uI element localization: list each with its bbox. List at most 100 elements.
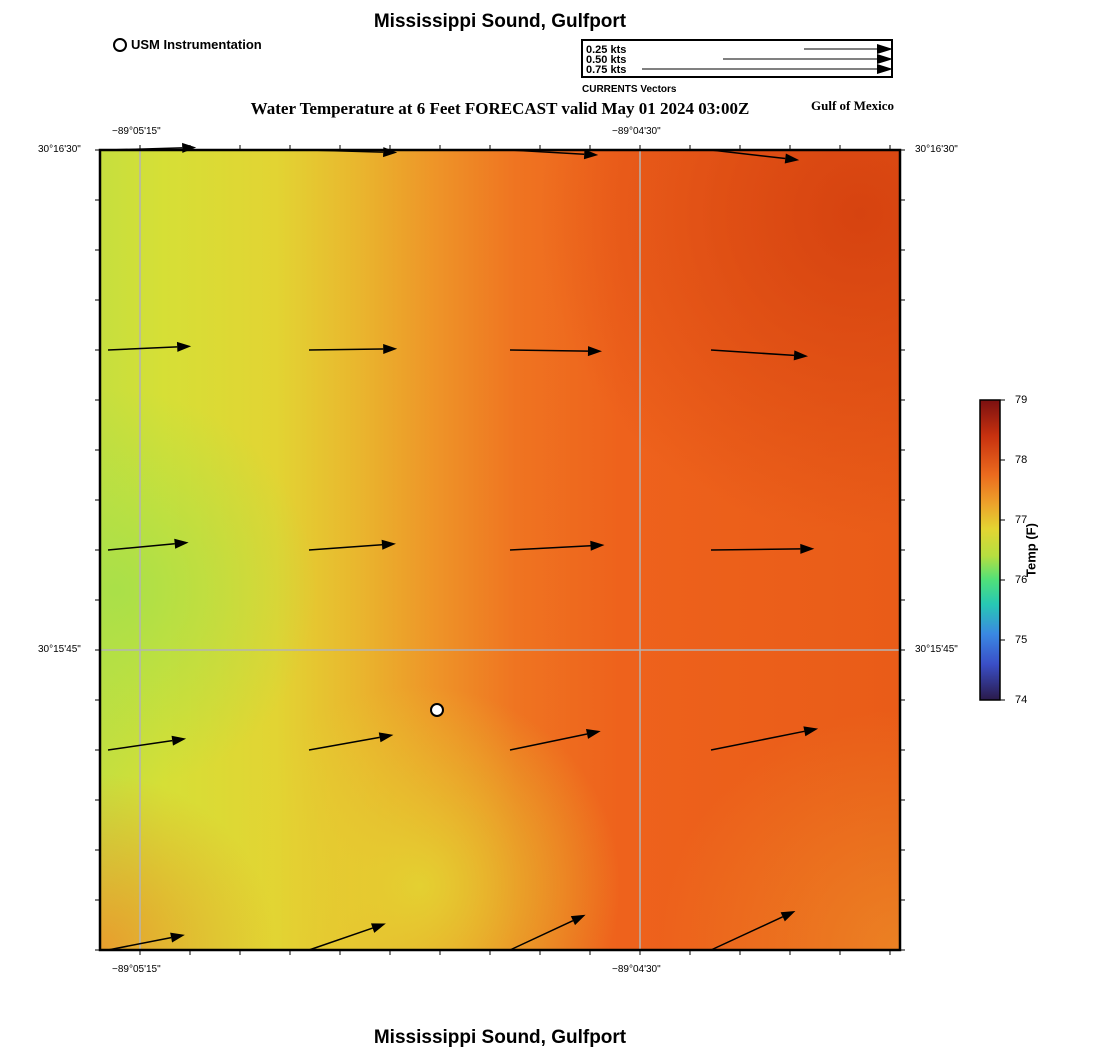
current-vector-head: [381, 539, 396, 550]
current-vector-head: [383, 343, 398, 354]
vector-scale-label-075: 0.75 kts: [586, 64, 627, 76]
current-vector-head: [784, 153, 800, 164]
current-vector-arrow: [509, 346, 602, 357]
colorbar-tick-75: 75: [1015, 634, 1028, 646]
current-vector-arrow: [710, 149, 800, 164]
current-vector-head: [570, 914, 586, 926]
colorbar-ramp: [979, 399, 1001, 701]
current-vector-shaft: [509, 349, 588, 352]
map-subtitle: Water Temperature at 6 Feet FORECAST val…: [250, 99, 750, 118]
current-vector-head: [370, 923, 386, 933]
current-vector-shaft: [710, 916, 784, 951]
vector-scale-label-050: 0.50 kts: [586, 54, 627, 66]
frame-ticks: [95, 145, 905, 955]
map-title: Mississippi Sound, Gulfport: [373, 11, 627, 32]
map-gridlines: [100, 150, 900, 950]
vector-scale-arrow-075: [642, 64, 893, 74]
current-vector-arrow: [710, 910, 796, 951]
current-vector-arrow: [509, 914, 586, 951]
footer-title: Mississippi Sound, Gulfport: [373, 1027, 627, 1048]
current-vector-shaft: [710, 730, 805, 751]
current-vector-arrow: [710, 726, 819, 751]
colorbar-tick-79: 79: [1015, 394, 1028, 406]
vector-scale-label-025: 0.25 kts: [586, 44, 627, 56]
current-vector-arrow: [710, 543, 815, 554]
current-vector-head: [803, 726, 819, 737]
current-vector-shaft: [308, 149, 384, 153]
current-vector-shaft: [308, 543, 383, 551]
current-vector-shaft: [308, 348, 384, 351]
region-label: Gulf of Mexico: [811, 98, 895, 113]
current-vector-shaft: [107, 739, 173, 751]
current-vector-shaft: [710, 349, 795, 357]
colorbar-tick-77: 77: [1015, 514, 1028, 526]
current-vector-arrow: [710, 349, 809, 361]
current-vector-head: [176, 341, 192, 352]
station-legend: USM Instrumentation: [113, 37, 262, 52]
current-vector-head: [170, 932, 185, 943]
lon-label-bottom-2: −89°04'30": [612, 964, 661, 975]
lat-label-left-1: 30°16'30": [38, 144, 81, 155]
current-vector-arrow: [308, 732, 394, 751]
current-vector-shaft: [107, 543, 175, 551]
current-vector-head: [587, 346, 602, 357]
colorbar: [979, 399, 1005, 701]
current-vector-shaft: [308, 927, 373, 951]
current-vector-shaft: [509, 919, 574, 951]
map-frame: [98, 148, 902, 952]
current-vector-arrow: [308, 343, 398, 354]
lon-label-top-2: −89°04'30": [612, 126, 661, 137]
vector-scale-arrow-050: [723, 54, 893, 64]
colorbar-ticks: [1000, 399, 1005, 701]
current-vector-head: [800, 543, 815, 554]
current-vector-head: [585, 729, 601, 739]
lat-label-right-2: 30°15'45": [915, 644, 958, 655]
colorbar-tick-76: 76: [1015, 574, 1028, 586]
temperature-field: [100, 150, 900, 950]
current-vector-arrow: [308, 147, 398, 158]
current-vector-shaft: [308, 736, 380, 751]
vector-scale-arrow-025: [804, 44, 893, 54]
current-vectors: [107, 142, 819, 951]
current-vector-arrow: [308, 923, 386, 951]
current-vector-shaft: [107, 936, 172, 951]
vector-scale-legend: 0.25 kts 0.50 kts 0.75 kts: [581, 39, 893, 78]
station-marker-icon: [113, 37, 127, 52]
current-vector-head: [378, 732, 394, 743]
colorbar-title: Temp (F): [1023, 523, 1039, 577]
lat-label-left-2: 30°15'45": [38, 644, 81, 655]
current-vector-shaft: [509, 733, 588, 751]
lon-label-top-1: −89°05'15": [112, 126, 161, 137]
vector-scale-arrows: [642, 44, 893, 74]
current-vector-head: [583, 149, 599, 160]
current-vector-head: [590, 540, 605, 551]
current-vector-arrow: [107, 932, 185, 951]
station-legend-label: USM Instrumentation: [131, 37, 262, 52]
current-vector-arrow: [107, 538, 189, 551]
current-vector-arrow: [509, 149, 599, 160]
current-vector-shaft: [107, 346, 178, 351]
lat-label-right-1: 30°16'30": [915, 144, 958, 155]
current-vector-arrow: [107, 341, 192, 352]
current-vector-arrow: [107, 142, 197, 153]
colorbar-tick-74: 74: [1015, 694, 1028, 706]
current-vector-head: [793, 350, 809, 361]
current-vector-shaft: [710, 149, 786, 160]
current-vector-head: [174, 538, 189, 549]
current-vector-head: [171, 735, 187, 746]
current-vector-arrow: [509, 540, 605, 551]
current-vector-head: [383, 147, 398, 158]
current-vector-arrow: [107, 735, 187, 751]
vector-legend-caption: CURRENTS Vectors: [582, 84, 677, 95]
current-vector-head: [182, 142, 197, 153]
current-vector-shaft: [509, 149, 585, 155]
current-vector-shaft: [509, 544, 591, 551]
current-vector-shaft: [710, 548, 801, 551]
usm-station-marker[interactable]: [430, 703, 444, 717]
current-vector-arrow: [509, 729, 601, 751]
current-vector-head: [780, 910, 796, 922]
lon-label-bottom-1: −89°05'15": [112, 964, 161, 975]
current-vector-arrow: [308, 539, 396, 551]
current-vector-shaft: [107, 147, 183, 151]
